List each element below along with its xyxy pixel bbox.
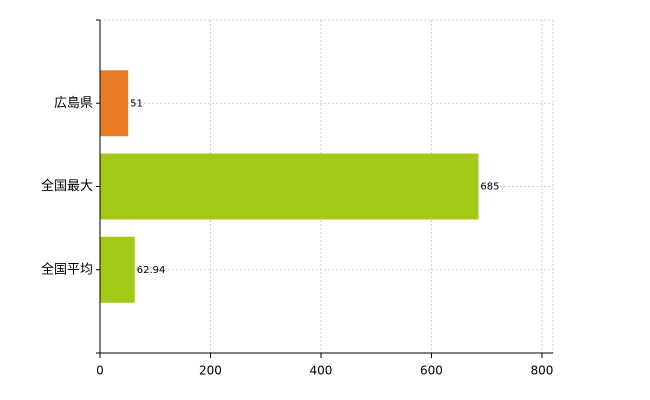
x-tick-label: 800 xyxy=(530,364,553,378)
y-tick-label: 全国最大 xyxy=(41,178,93,194)
x-tick-label: 200 xyxy=(199,364,222,378)
value-label: 685 xyxy=(480,182,499,193)
x-tick-label: 400 xyxy=(310,364,333,378)
bar xyxy=(100,153,479,220)
x-tick-label: 600 xyxy=(420,364,443,378)
bar xyxy=(100,70,129,137)
y-tick-label: 広島県 xyxy=(54,96,93,111)
value-label: 51 xyxy=(130,98,143,109)
x-tick-label: 0 xyxy=(96,364,104,378)
value-label: 62.94 xyxy=(137,265,166,276)
bar xyxy=(100,236,135,303)
y-tick-label: 全国平均 xyxy=(41,261,93,277)
